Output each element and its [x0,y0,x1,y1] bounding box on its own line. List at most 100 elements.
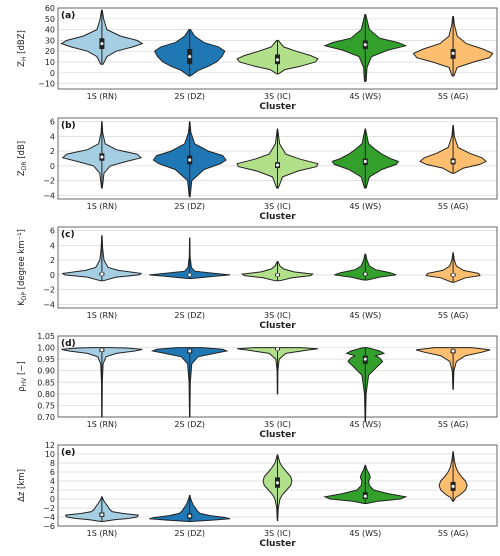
plot-frame [57,444,498,527]
violin-median [451,272,456,277]
violin-median [363,42,368,47]
x-tick-label: 2S (DZ) [174,311,205,320]
y-axis-label: ZDR [dB] [17,141,28,176]
x-tick-label: 5S (AG) [438,202,468,211]
y-tick-label: 2 [50,486,55,495]
violin-median [451,51,456,56]
violin-median [187,348,192,354]
y-tick-label: −4 [43,300,55,309]
y-tick-label: 12 [45,441,55,450]
y-tick-label: 4 [50,132,55,141]
panel-label: (a) [61,11,75,21]
panel-3: 1.05 1.00 0.95 0.90 0.85 0.80 0.75 0.70 (d) ρHV [… [17,332,498,440]
x-axis-label: Cluster [259,321,296,331]
y-tick-label: 0 [50,495,55,504]
violin-median [187,272,192,277]
y-tick-label: 0.75 [37,401,55,410]
x-tick-label: 1S (RN) [87,529,118,538]
y-tick-label: −6 [43,522,55,531]
y-tick-label: 0 [50,271,55,280]
panel-2: 6 4 2 0 −2 −4 (c) KDP [degree km⁻¹] 1S (RN) 2S (D… [17,226,498,331]
x-tick-label: 5S (AG) [438,311,468,320]
x-tick-label: 5S (AG) [438,92,468,101]
plot-frame [57,226,498,309]
x-tick-label: 2S (DZ) [174,529,205,538]
violin-median [99,347,104,352]
violin-median [363,357,368,362]
y-tick-label: 50 [45,15,55,24]
y-tick-label: 0.70 [37,413,55,422]
x-tick-label: 4S (WS) [349,529,381,538]
y-tick-label: 20 [45,47,55,56]
x-axis-label: Cluster [259,212,296,222]
y-tick-label: 1.00 [37,344,55,353]
x-tick-label: 5S (AG) [438,420,468,429]
violin-median [187,157,192,163]
y-tick-label: 1.05 [37,332,55,341]
y-tick-label: 0 [50,162,55,171]
x-axis-label: Cluster [259,539,296,549]
y-tick-label: 8 [50,459,55,468]
violin-median [363,494,368,499]
y-tick-label: 0.80 [37,390,55,399]
x-tick-label: 4S (WS) [349,202,381,211]
violin-median [99,272,104,277]
y-tick-label: 10 [45,450,55,459]
panel-label: (e) [61,448,75,458]
panel-label: (c) [61,230,75,240]
y-tick-label: 30 [45,36,55,45]
x-tick-label: 2S (DZ) [174,202,205,211]
violin-median [275,346,280,352]
violin-median [275,480,280,485]
violin-median [99,512,104,517]
x-tick-label: 3S (IC) [264,311,291,320]
y-tick-label: 0.85 [37,378,55,387]
y-tick-label: −2 [43,177,55,186]
x-tick-label: 3S (IC) [264,529,291,538]
violin-median [275,272,280,277]
x-tick-label: 3S (IC) [264,202,291,211]
panel-label: (b) [61,121,76,131]
plot-frame [57,117,498,200]
plot-frame [57,335,498,418]
x-tick-label: 1S (RN) [87,420,118,429]
y-tick-label: −2 [43,286,55,295]
y-tick-label: 0.95 [37,355,55,364]
panel-1: 6 4 2 0 −2 −4 (b) ZDR [dB] 1S (RN) 2S (DZ) 3S (IC)… [17,117,498,222]
x-tick-label: 4S (WS) [349,311,381,320]
x-tick-label: 1S (RN) [87,311,118,320]
y-tick-label: 10 [45,58,55,67]
y-tick-label: 60 [45,4,55,13]
violin-median [99,41,104,46]
x-tick-label: 4S (WS) [349,420,381,429]
x-tick-label: 3S (IC) [264,92,291,101]
violin-median [363,159,368,164]
y-tick-label: −4 [43,513,55,522]
violin-median [451,484,456,489]
y-tick-label: 6 [50,227,55,236]
x-tick-label: 2S (DZ) [174,92,205,101]
y-tick-label: 6 [50,468,55,477]
y-tick-label: 0.90 [37,367,55,376]
y-tick-label: 4 [50,241,55,250]
violin-median [363,272,368,277]
x-tick-label: 1S (RN) [87,92,118,101]
violin-median [275,57,280,62]
x-axis-label: Cluster [259,102,296,112]
x-tick-label: 4S (WS) [349,92,381,101]
panel-label: (d) [61,339,76,349]
violin-median [275,163,280,168]
x-tick-label: 5S (AG) [438,529,468,538]
violin-median [451,348,456,354]
y-tick-label: 6 [50,118,55,127]
violin-median [187,514,192,519]
violin-median [187,54,192,59]
y-axis-label: ZH [dBZ] [17,30,28,67]
violin-median [99,154,104,160]
y-axis-label: Δz [km] [17,469,27,502]
y-tick-label: −2 [43,504,55,513]
x-tick-label: 2S (DZ) [174,420,205,429]
